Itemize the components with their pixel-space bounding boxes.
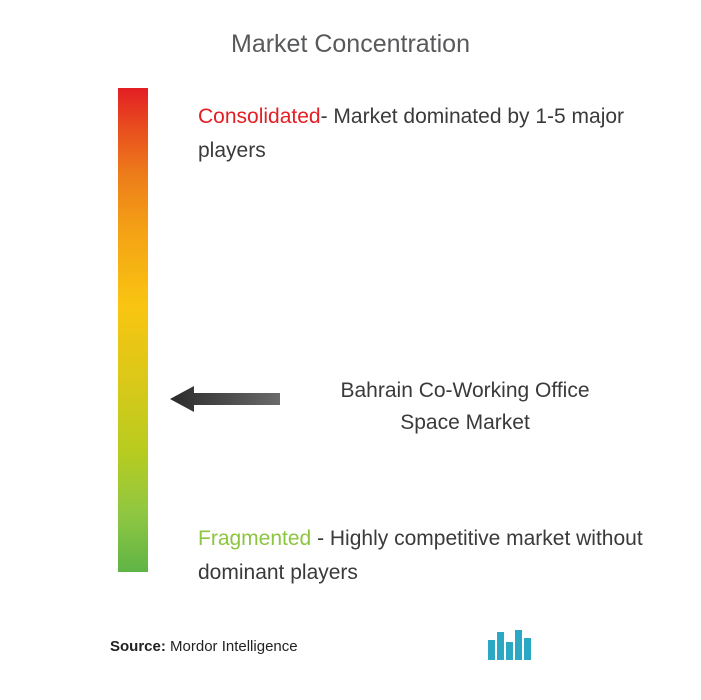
fragmented-description: Fragmented - Highly competitive market w… — [198, 522, 678, 589]
source-value: Mordor Intelligence — [166, 638, 298, 655]
chart-title: Market Concentration — [231, 30, 470, 59]
consolidated-description: Consolidated- Market dominated by 1-5 ma… — [198, 100, 658, 167]
consolidated-label: Consolidated — [198, 105, 321, 128]
market-name-label: Bahrain Co-Working Office Space Market — [320, 375, 610, 438]
marker-arrow-icon — [170, 384, 280, 419]
source-attribution: Source: Mordor Intelligence — [110, 638, 298, 655]
concentration-gradient-bar — [118, 88, 148, 572]
source-label: Source: — [110, 638, 166, 655]
fragmented-label: Fragmented — [198, 527, 311, 550]
mordor-logo-icon — [488, 630, 533, 660]
